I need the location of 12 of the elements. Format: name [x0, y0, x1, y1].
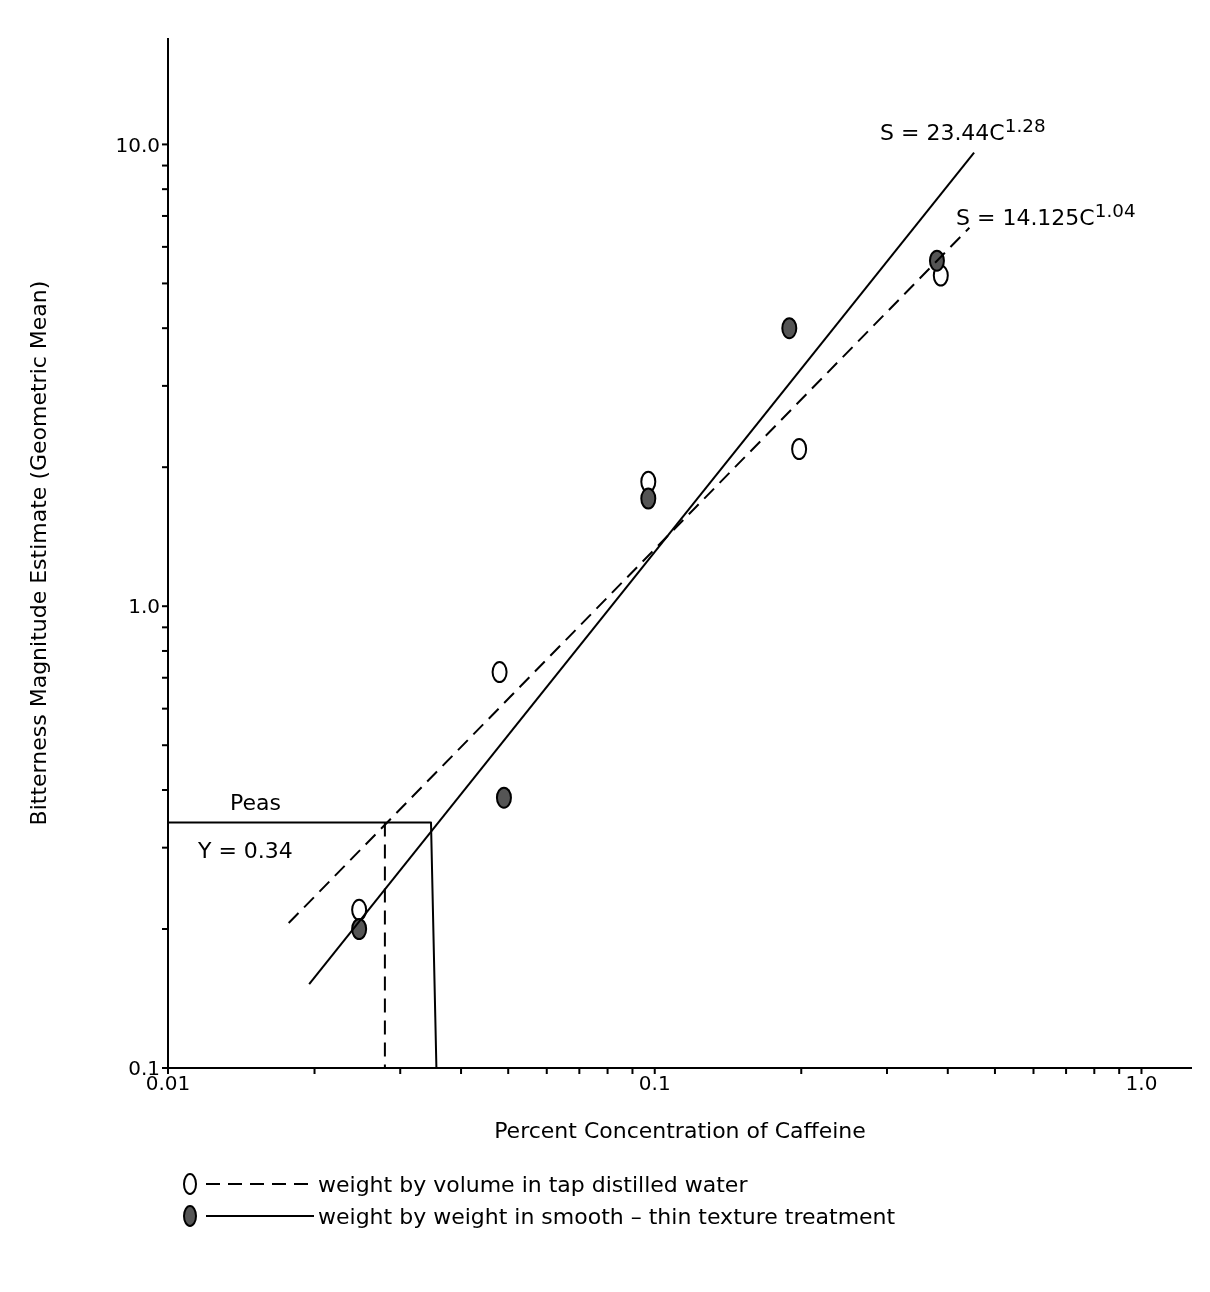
annotation: Y = 0.34: [198, 838, 293, 864]
x-tick-label: 1.0: [1125, 1071, 1158, 1096]
x-axis-title: Percent Concentration of Caffeine: [494, 1118, 866, 1143]
y-tick-label: 1.0: [128, 594, 160, 619]
annotation: S = 14.125C$^{1.04}$: [956, 199, 1136, 232]
y-tick-label: 10.0: [115, 132, 160, 157]
legend-label: weight by volume in tap distilled water: [318, 1171, 748, 1197]
x-tick-label: 0.1: [638, 1071, 671, 1096]
legend-label: weight by weight in smooth – thin texture treatment: [318, 1203, 896, 1229]
annotation: S = 23.44C$^{1.28}$: [880, 114, 1046, 147]
annotation: Peas: [230, 790, 281, 816]
y-axis-title: Bitterness Magnitude Estimate (Geometric Mean): [25, 280, 51, 826]
